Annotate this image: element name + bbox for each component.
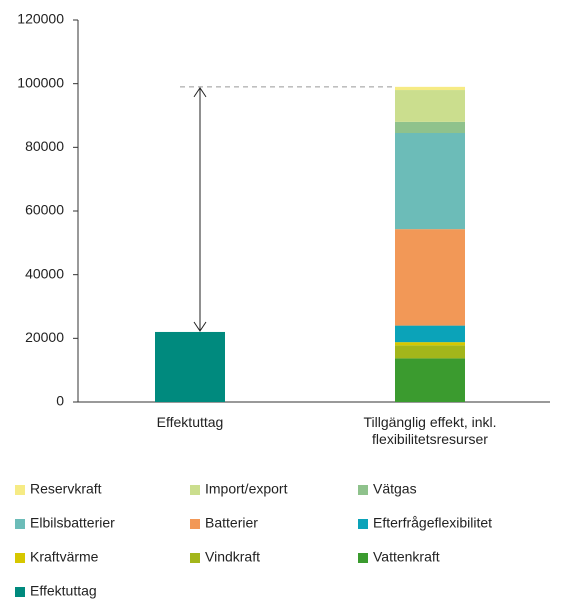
legend-swatch	[358, 519, 368, 529]
legend-label: Vindkraft	[205, 549, 260, 565]
legend-swatch	[15, 519, 25, 529]
legend-swatch	[15, 587, 25, 597]
y-tick-label: 60000	[25, 202, 64, 218]
legend-label: Effektuttag	[30, 583, 97, 599]
legend-label: Efterfrågeflexibilitet	[373, 515, 492, 531]
legend-label: Import/export	[205, 481, 288, 497]
legend-swatch	[190, 553, 200, 563]
bar-segment	[395, 358, 465, 402]
legend-swatch	[358, 485, 368, 495]
bar-segment	[395, 229, 465, 326]
y-tick-label: 40000	[25, 265, 64, 281]
y-tick-label: 100000	[17, 74, 64, 90]
legend-swatch	[15, 485, 25, 495]
x-tick-label: Effektuttag	[156, 414, 224, 430]
legend-label: Kraftvärme	[30, 549, 99, 565]
legend-swatch	[15, 553, 25, 563]
legend-swatch	[358, 553, 368, 563]
bar-segment	[395, 121, 465, 134]
arrow-head	[193, 86, 207, 98]
bar-segment	[395, 133, 465, 230]
legend-swatch	[190, 485, 200, 495]
bar-segment	[395, 86, 465, 91]
y-tick-label: 20000	[25, 329, 64, 345]
legend-label: Vätgas	[373, 481, 417, 497]
bar-segment	[155, 331, 225, 402]
y-tick-label: 80000	[25, 138, 64, 154]
x-tick-label: Tillgänglig effekt, inkl. flexibilitetsr…	[363, 414, 497, 447]
legend-label: Vattenkraft	[373, 549, 440, 565]
bar-segment	[395, 90, 465, 122]
legend-label: Elbilsbatterier	[30, 515, 115, 531]
legend-label: Reservkraft	[30, 481, 102, 497]
bar-segment	[395, 345, 465, 359]
bar-segment	[395, 325, 465, 343]
legend-label: Batterier	[205, 515, 258, 531]
y-tick-label: 0	[56, 393, 64, 409]
arrow-head	[193, 321, 207, 332]
bar-segment	[395, 342, 465, 346]
legend-swatch	[190, 519, 200, 529]
y-tick-label: 120000	[17, 11, 64, 27]
